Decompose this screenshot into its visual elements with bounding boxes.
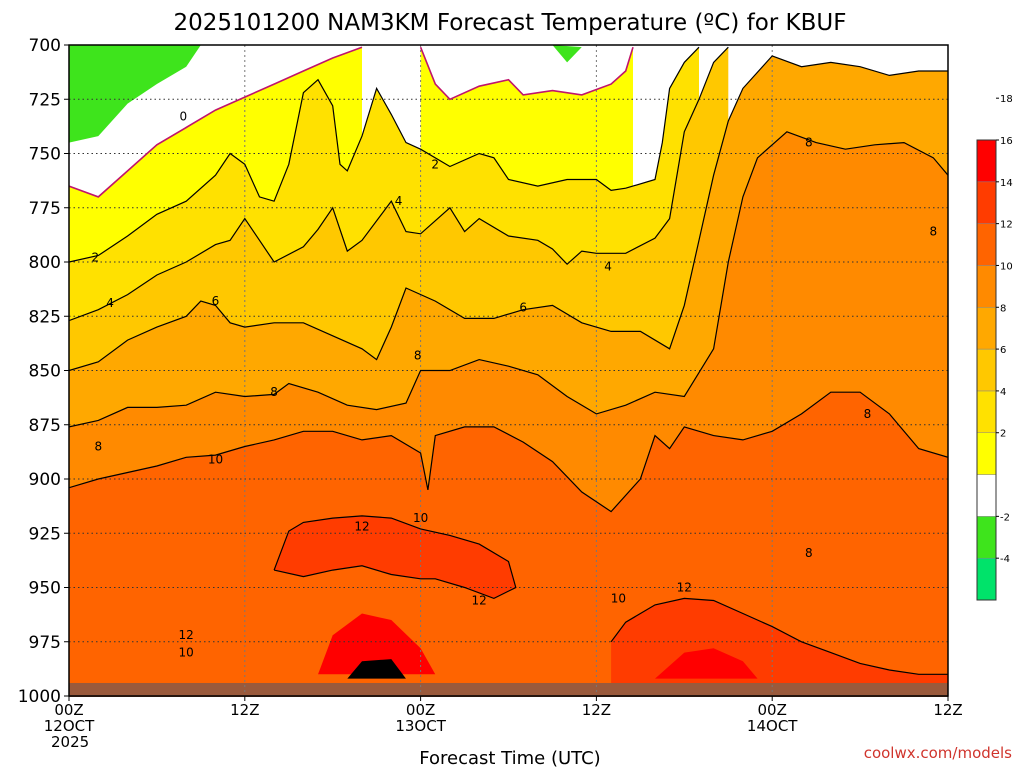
colorbar-label-2: 2 [1000, 429, 1006, 440]
x-tick-label-4-0: 00Z [758, 701, 787, 719]
x-tick-label-3-0: 12Z [582, 701, 611, 719]
contour-label-15: 10 [208, 452, 223, 466]
contour-label-6: 6 [212, 294, 220, 308]
contour-label-5: 4 [106, 296, 114, 310]
contour-label-1: 2 [431, 157, 439, 171]
ground-strip [69, 682, 948, 697]
y-tick-label-4: 800 [29, 253, 61, 273]
y-tick-label-1: 725 [29, 90, 61, 110]
colorbar-label-7: 12 [1000, 220, 1013, 231]
contour-4-3 [69, 46, 729, 322]
contour-label-17: 10 [611, 591, 626, 605]
contour-label-10: 8 [414, 348, 422, 362]
y-tick-label-0: 700 [29, 36, 61, 56]
colorbar-swatch-10 [976, 139, 997, 183]
colorbar: -4 -2 2 4 6 8 10 12 14 16 18 [976, 94, 1013, 601]
contour-label-4: 4 [604, 259, 612, 273]
band-warm-core [318, 613, 436, 675]
colorbar-swatch-2 [976, 474, 997, 517]
y-axis: 700 725 750 775 800 825 850 875 900 925 950 975 1000 [18, 36, 69, 707]
contour-label-13: 8 [94, 439, 102, 453]
colorbar-swatch-5 [976, 348, 997, 392]
y-tick-label-7: 875 [29, 416, 61, 436]
x-axis-label: Forecast Time (UTC) [419, 748, 600, 768]
contour-label-18: 10 [179, 646, 194, 660]
contour-label-3: 4 [395, 194, 403, 208]
colorbar-swatch-3 [976, 432, 997, 475]
colorbar-label-4: 6 [1000, 345, 1006, 356]
colorbar-swatch-8 [976, 223, 997, 266]
x-tick-label-2-1: 13OCT [395, 717, 446, 735]
y-tick-label-9: 925 [29, 524, 61, 544]
contour-label-9: 8 [930, 225, 938, 239]
colorbar-swatch-1 [976, 516, 997, 559]
band-fill-7 [274, 515, 516, 599]
contour-label-20: 12 [472, 594, 487, 608]
ground-surface [69, 682, 948, 697]
x-tick-label-4-1: 14OCT [747, 717, 798, 735]
colorbar-swatch-0 [976, 557, 997, 601]
colorbar-label-9: 16 [1000, 136, 1013, 147]
x-tick-label-5-0: 12Z [933, 701, 962, 719]
y-tick-label-2: 750 [29, 145, 61, 165]
x-tick-label-0-2: 2025 [51, 733, 89, 751]
contour-label-19: 12 [354, 520, 369, 534]
contour-label-7: 6 [519, 301, 527, 315]
contour-label-12: 8 [864, 407, 872, 421]
contour-label-8: 8 [805, 136, 813, 150]
contour-label-0: 0 [179, 110, 187, 124]
credit-text: coolwx.com/models [864, 744, 1012, 762]
colorbar-frame [976, 139, 997, 601]
y-tick-label-3: 775 [29, 199, 61, 219]
contour-label-11: 8 [270, 385, 278, 399]
chart-title: 2025101200 NAM3KM Forecast Temperature (… [174, 10, 847, 36]
temperature-fill [69, 45, 948, 696]
y-tick-label-5: 825 [29, 307, 61, 327]
band-warm-core-2 [347, 659, 406, 679]
contour-labels: 0 2 2 4 4 4 6 6 8 8 8 8 8 8 8 10 10 10 10 12 12 12 12 [92, 110, 938, 660]
contour-label-14: 8 [805, 546, 813, 560]
colorbar-label-3: 4 [1000, 387, 1006, 398]
colorbar-label-5: 8 [1000, 303, 1006, 314]
band-warm-core-3 [655, 648, 758, 679]
colorbar-label-10: 18 [1000, 94, 1013, 105]
contour-2-2 [69, 46, 700, 263]
contour-12-8 [610, 597, 948, 675]
y-tick-label-8: 900 [29, 470, 61, 490]
contour-12-7 [273, 515, 517, 600]
contour-0-1 [419, 46, 634, 101]
isotherm-contours [69, 46, 948, 675]
x-tick-label-2-0: 00Z [406, 701, 435, 719]
colorbar-swatch-6 [976, 307, 997, 350]
contour-6-4 [69, 55, 948, 372]
band-cold-corner [69, 45, 201, 143]
y-tick-label-12: 1000 [18, 687, 61, 707]
colorbar-swatch-9 [976, 181, 997, 224]
contour-0-0 [69, 46, 363, 198]
colorbar-swatch-7 [976, 265, 997, 308]
colorbar-label-1: -2 [1000, 512, 1010, 523]
colorbar-label-0: -4 [1000, 554, 1010, 565]
y-tick-label-6: 850 [29, 362, 61, 382]
y-tick-label-11: 975 [29, 633, 61, 653]
contour-label-2: 2 [92, 251, 100, 265]
band-cold-spot [552, 45, 582, 63]
x-tick-label-0-1: 12OCT [44, 717, 95, 735]
colorbar-label-6: 10 [1000, 261, 1013, 272]
contour-label-16: 10 [413, 511, 428, 525]
contour-label-22: 12 [179, 628, 194, 642]
y-tick-label-10: 950 [29, 579, 61, 599]
contour-label-21: 12 [677, 581, 692, 595]
contour-8-5 [69, 131, 948, 428]
x-tick-label-1-0: 12Z [230, 701, 259, 719]
colorbar-label-8: 14 [1000, 178, 1013, 189]
colorbar-swatch-4 [976, 390, 997, 433]
contour-10-6 [69, 391, 948, 513]
x-tick-label-0-0: 00Z [54, 701, 83, 719]
